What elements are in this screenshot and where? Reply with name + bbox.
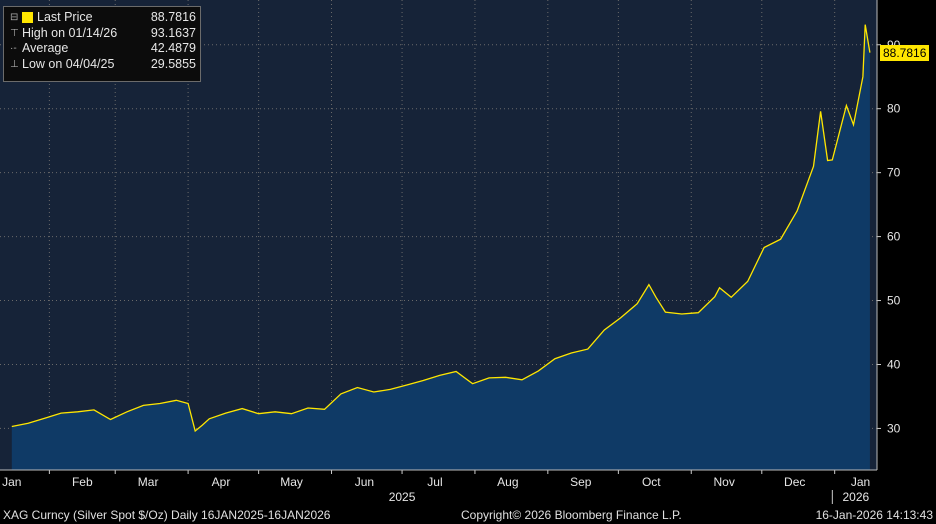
x-tick-label-0: Jan — [2, 475, 21, 489]
year-label-2025: 2025 — [389, 490, 416, 504]
year-label-2026: 2026 — [842, 490, 869, 504]
x-tick-label-7: Aug — [497, 475, 518, 489]
low-marker-icon: ⊥ — [10, 58, 19, 70]
price-line — [11, 24, 871, 433]
x-tick-label-8: Sep — [570, 475, 592, 489]
legend-last-label: Last Price — [37, 10, 93, 24]
y-tick-label-70: 70 — [887, 166, 901, 180]
x-tick-label-2: Mar — [138, 475, 159, 489]
price-area-fill — [11, 24, 870, 470]
legend-row-low: ⊥ Low on 04/04/25 29.5855 — [10, 57, 196, 73]
y-tick-label-80: 80 — [887, 102, 901, 116]
x-tick-label-5: Jun — [355, 475, 374, 489]
high-marker-icon: ⊤ — [10, 27, 19, 39]
legend-high-label: High on 01/14/26 — [22, 25, 118, 40]
footer-timestamp: 16-Jan-2026 14:13:43 — [815, 508, 933, 522]
legend-row-last-price: ⊟ Last Price 88.7816 — [10, 10, 196, 26]
legend-avg-label: Average — [22, 41, 69, 55]
legend-avg-value: 42.4879 — [150, 41, 196, 55]
y-tick-label-30: 30 — [887, 421, 901, 435]
x-tick-label-6: Jul — [427, 475, 442, 489]
x-tick-label-12: Jan — [851, 475, 870, 489]
legend-last-value: 88.7816 — [150, 10, 196, 24]
last-price-swatch-icon — [22, 12, 33, 24]
x-tick-label-11: Dec — [784, 475, 805, 489]
y-tick-label-60: 60 — [887, 230, 901, 244]
x-tick-label-3: Apr — [212, 475, 231, 489]
legend-low-label: Low on 04/04/25 — [22, 56, 115, 71]
y-tick-label-40: 40 — [887, 357, 901, 371]
legend-row-average: ·‐ Average 42.4879 — [10, 41, 196, 57]
x-tick-label-9: Oct — [642, 475, 661, 489]
collapse-icon[interactable]: ⊟ — [10, 12, 19, 23]
chart-legend: ⊟ Last Price 88.7816 ⊤ High on 01/14/26 … — [3, 6, 201, 82]
x-tick-label-4: May — [280, 475, 303, 489]
legend-high-value: 93.1637 — [150, 25, 196, 40]
footer-ticker-description: XAG Curncy (Silver Spot $/Oz) Daily 16JA… — [3, 508, 331, 522]
x-tick-label-10: Nov — [713, 475, 734, 489]
legend-row-high: ⊤ High on 01/14/26 93.1637 — [10, 26, 196, 42]
chart-footer: XAG Curncy (Silver Spot $/Oz) Daily 16JA… — [0, 506, 936, 524]
last-price-badge: 88.7816 — [880, 44, 930, 61]
average-marker-icon: ·‐ — [10, 43, 17, 54]
legend-low-value: 29.5855 — [150, 56, 196, 71]
y-tick-label-50: 50 — [887, 294, 901, 308]
x-tick-label-1: Feb — [72, 475, 93, 489]
footer-copyright: Copyright© 2026 Bloomberg Finance L.P. — [461, 508, 682, 522]
